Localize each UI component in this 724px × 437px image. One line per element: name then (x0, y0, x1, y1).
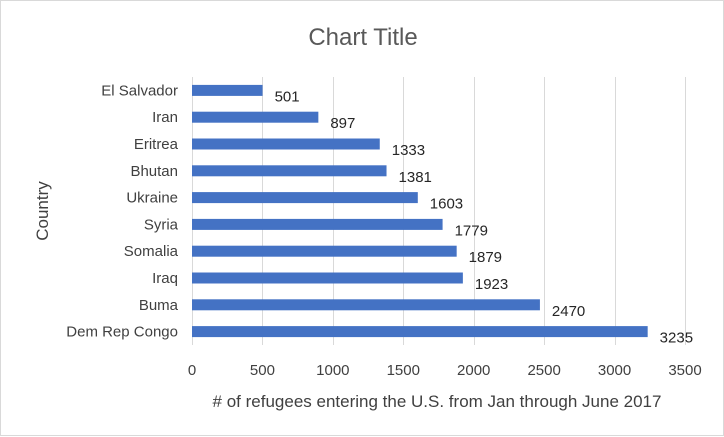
category-label: Somalia (124, 243, 179, 260)
x-tick-label: 0 (188, 362, 196, 379)
x-tick-label: 1500 (387, 362, 420, 379)
x-tick-label: 1000 (316, 362, 349, 379)
bar-iraq (192, 272, 463, 284)
bars (192, 84, 648, 338)
x-tick-label: 3500 (668, 362, 701, 379)
x-axis-title: # of refugees entering the U.S. from Jan… (213, 392, 662, 411)
x-tick-labels: 0 500 1000 1500 2000 2500 3000 3500 (188, 362, 702, 379)
category-label: Eritrea (134, 136, 179, 153)
category-label: Buma (139, 297, 179, 314)
data-label: 1923 (475, 276, 508, 293)
bar-bhutan (192, 165, 387, 177)
x-tick-label: 2500 (527, 362, 560, 379)
data-label: 1381 (399, 169, 432, 186)
chart-title: Chart Title (308, 24, 417, 51)
bar-somalia (192, 245, 457, 257)
data-labels: 501 897 1333 1381 1603 1779 1879 1923 2470 3235 (275, 88, 693, 346)
bar-dem-rep-congo (192, 326, 648, 338)
data-label: 501 (275, 88, 300, 105)
bar-ukraine (192, 192, 418, 204)
bar-el-salvador (192, 84, 263, 96)
category-label: Dem Rep Congo (66, 324, 178, 341)
category-label: El Salvador (101, 82, 178, 99)
data-label: 2470 (552, 303, 585, 320)
category-label: Bhutan (130, 163, 178, 180)
category-labels: El Salvador Iran Eritrea Bhutan Ukraine Syria… (66, 82, 178, 340)
category-label: Ukraine (126, 190, 178, 207)
data-label: 1333 (392, 142, 425, 159)
category-label: Iran (152, 109, 178, 126)
data-label: 1603 (430, 196, 463, 213)
bar-eritrea (192, 138, 380, 150)
category-label: Iraq (152, 270, 178, 287)
category-label: Syria (144, 216, 179, 233)
bar-syria (192, 218, 443, 230)
y-axis-title: Country (33, 181, 52, 241)
data-label: 1879 (469, 249, 502, 266)
bar-buma (192, 299, 540, 311)
data-label: 3235 (660, 330, 693, 347)
x-tick-label: 3000 (598, 362, 631, 379)
data-label: 897 (330, 115, 355, 132)
data-label: 1779 (455, 222, 488, 239)
x-tick-label: 500 (250, 362, 275, 379)
bar-iran (192, 111, 319, 123)
x-tick-label: 2000 (457, 362, 490, 379)
